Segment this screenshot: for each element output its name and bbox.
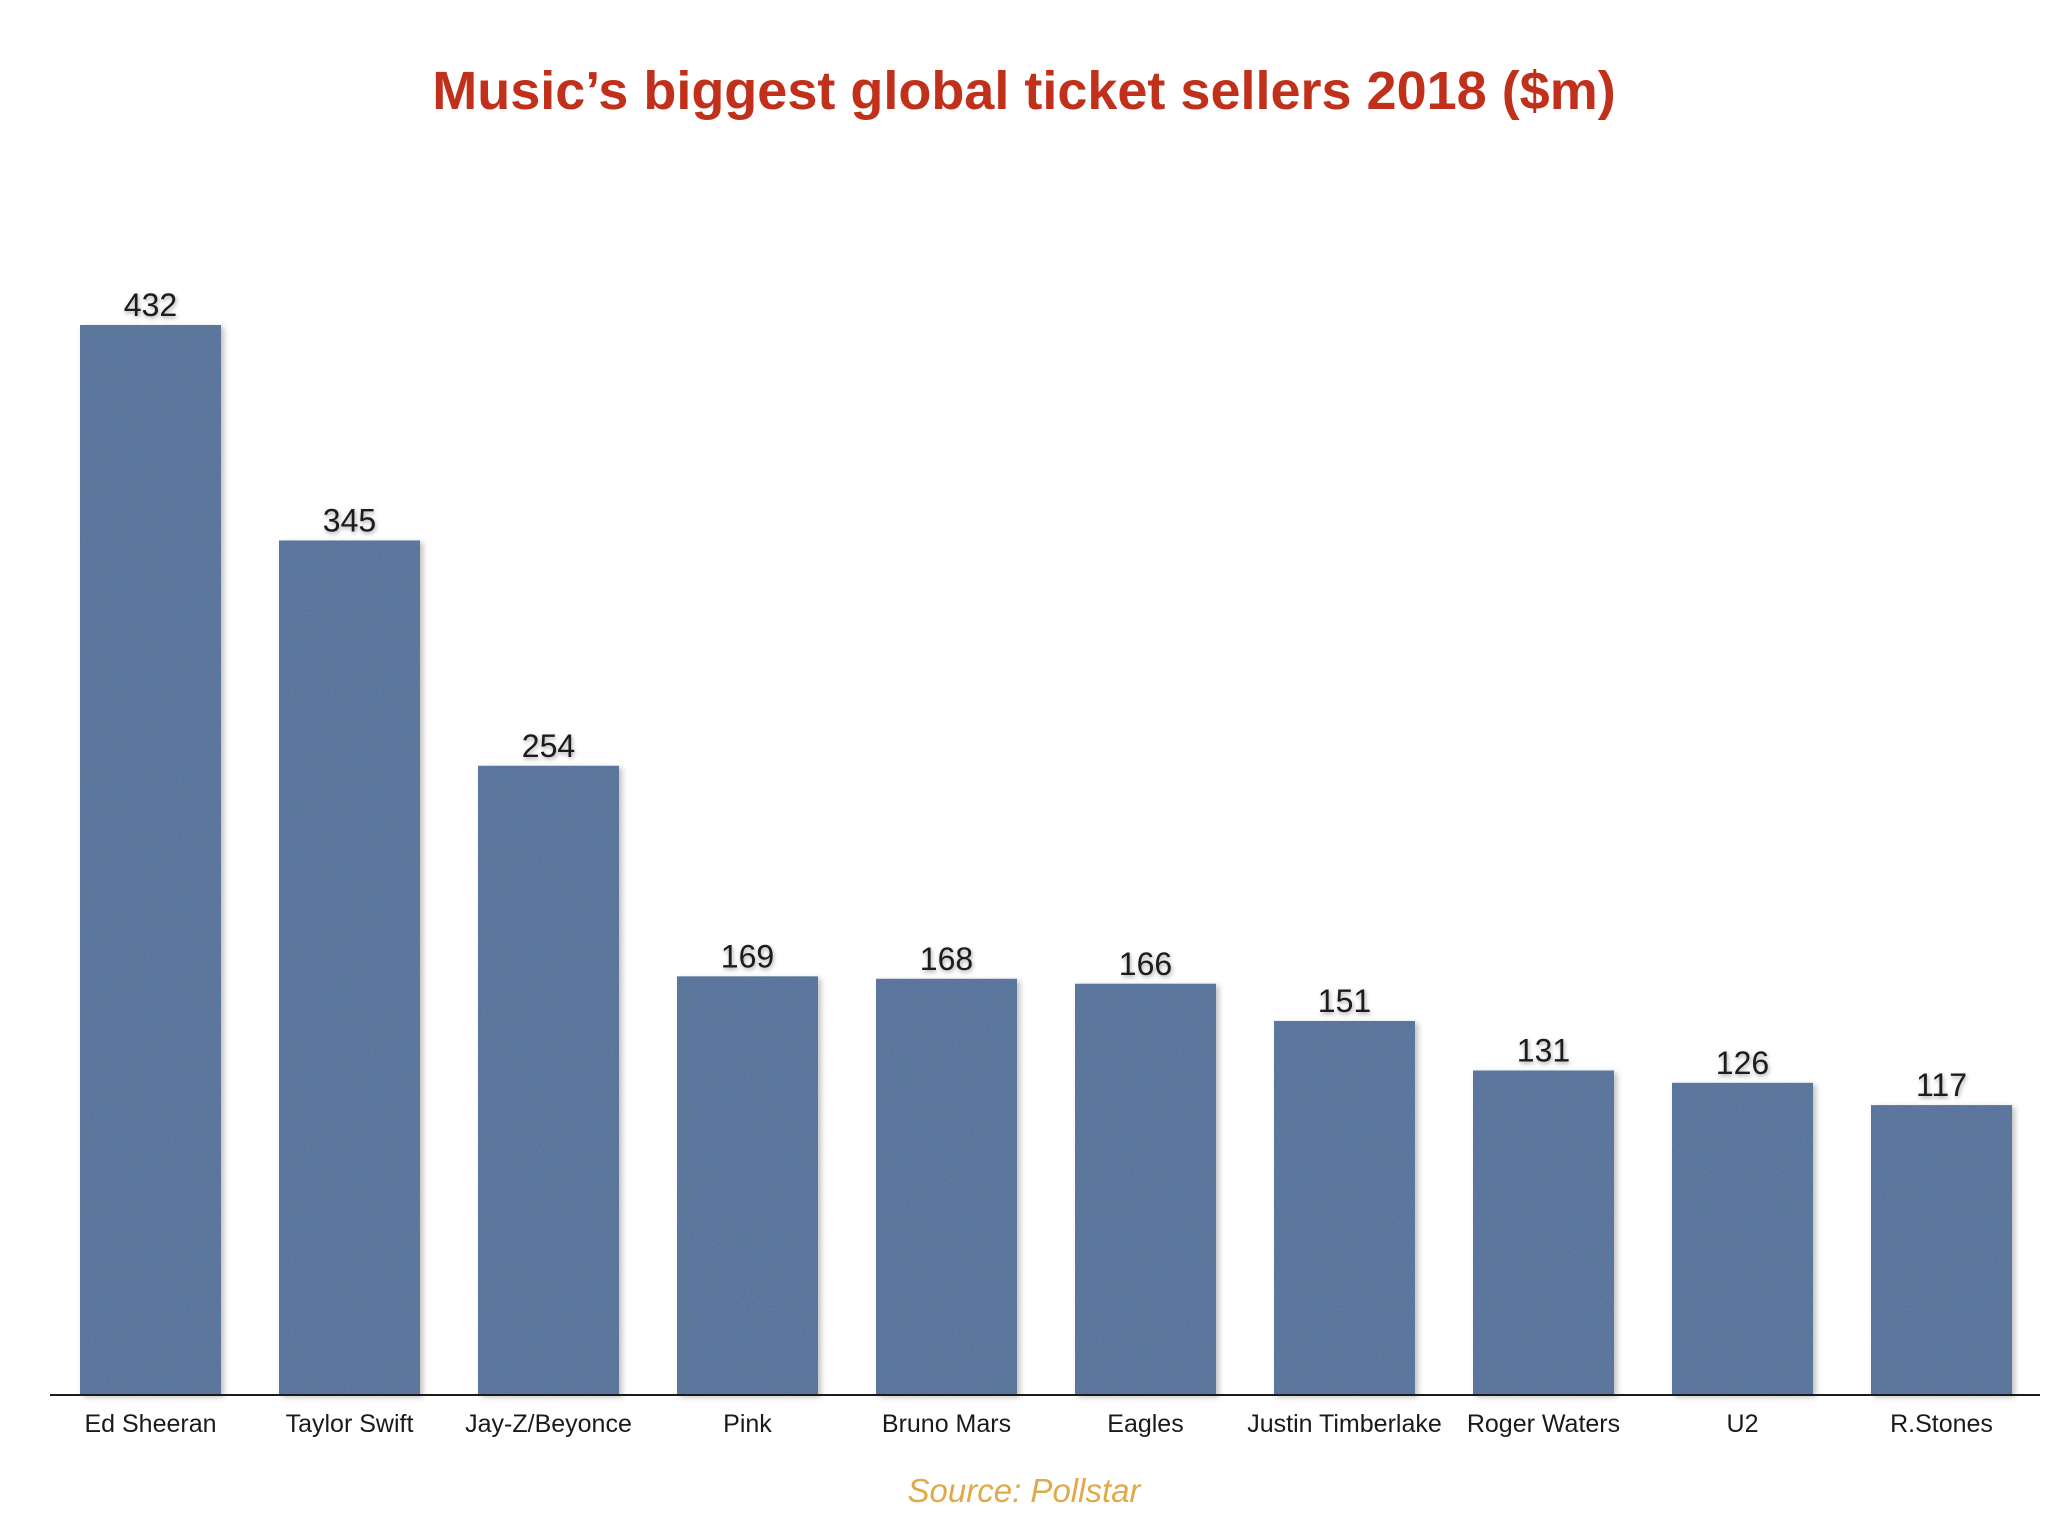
source-note: Source: Pollstar (907, 1472, 1141, 1509)
bar-value-label: 126 (1716, 1045, 1769, 1081)
bar-value-label: 117 (1916, 1067, 1967, 1103)
bar-texture (876, 978, 1017, 1395)
category-tick-label: R.Stones (1890, 1410, 1993, 1438)
bar-value-label: 151 (1318, 983, 1371, 1019)
bar-value-label: 166 (1119, 946, 1172, 982)
bar-texture (279, 540, 420, 1395)
category-tick-label: Taylor Swift (286, 1410, 414, 1438)
bar-texture (1871, 1105, 2012, 1395)
category-tick-label: Jay-Z/Beyonce (465, 1410, 632, 1438)
bar-texture (1672, 1082, 1813, 1395)
category-tick-label: Bruno Mars (882, 1410, 1011, 1438)
category-tick-label: Eagles (1107, 1410, 1183, 1438)
category-labels-group: Ed Sheeran Taylor Swift Jay-Z/Beyonce Pink B… (84, 1410, 1992, 1438)
bar-texture (677, 976, 818, 1395)
value-labels-group: 432 345 254 169 168 166 151 131 126 117 (124, 287, 1967, 1103)
bar-value-label: 254 (522, 728, 575, 764)
category-tick-label: Ed Sheeran (84, 1410, 216, 1438)
bar-texture (1075, 983, 1216, 1395)
chart-title: Music’s biggest global ticket sellers 20… (432, 61, 1616, 121)
bar-texture (80, 325, 221, 1395)
bar-texture (1274, 1020, 1415, 1395)
bar-texture (478, 765, 619, 1395)
category-tick-label: U2 (1727, 1410, 1759, 1438)
bar-value-label: 345 (323, 502, 376, 538)
category-tick-label: Pink (723, 1410, 772, 1438)
category-tick-label: Roger Waters (1467, 1410, 1620, 1438)
bar-value-label: 432 (124, 287, 177, 323)
category-tick-label: Justin Timberlake (1247, 1410, 1442, 1438)
bar-value-label: 169 (721, 938, 774, 974)
bar-texture (1473, 1070, 1614, 1395)
bar-value-label: 168 (920, 941, 973, 977)
bar-value-label: 131 (1517, 1033, 1570, 1069)
bars-group (80, 325, 2012, 1395)
